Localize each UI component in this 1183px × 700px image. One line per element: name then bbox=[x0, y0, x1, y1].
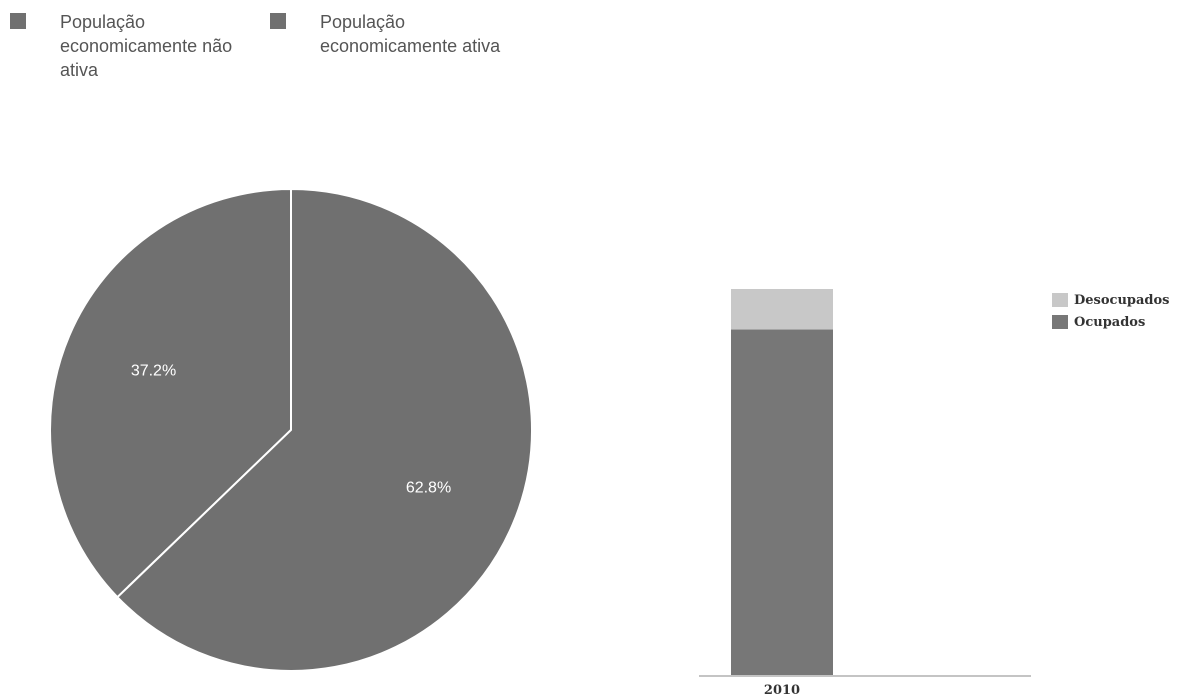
bar-legend-item-desocupados: Desocupados bbox=[1052, 289, 1170, 311]
bar-segment-desocupados bbox=[731, 289, 833, 330]
pie-legend-swatch-active bbox=[270, 13, 286, 29]
pie-slice-label-0: 37.2% bbox=[131, 363, 176, 380]
bar-legend-label-ocupados: Ocupados bbox=[1074, 314, 1146, 330]
pie-legend-item-active: População economicamente ativa bbox=[270, 10, 530, 82]
pie-legend-label-not-active: População economicamente não ativa bbox=[60, 12, 233, 80]
pie-legend-item-not-active: População economicamente não ativa bbox=[10, 10, 270, 82]
bar-legend: Desocupados Ocupados bbox=[1052, 289, 1170, 333]
stacked-bar-chart: 2010 bbox=[699, 289, 1031, 698]
pie-legend: População economicamente não ativa Popul… bbox=[10, 10, 530, 82]
pie-chart: 37.2% 62.8% bbox=[49, 187, 533, 672]
pie-slice-0 bbox=[49, 187, 292, 599]
bar-legend-swatch-desocupados bbox=[1052, 293, 1068, 307]
bar-legend-swatch-ocupados bbox=[1052, 315, 1068, 329]
bar-segment-ocupados bbox=[731, 329, 833, 675]
bar-legend-label-desocupados: Desocupados bbox=[1074, 292, 1170, 308]
pie-legend-swatch-not-active bbox=[10, 13, 26, 29]
bar-legend-item-ocupados: Ocupados bbox=[1052, 311, 1170, 333]
pie-slice-1 bbox=[115, 187, 533, 672]
pie-slice-label-1: 62.8% bbox=[406, 480, 451, 497]
pie-legend-label-active: População economicamente ativa bbox=[320, 12, 501, 56]
bar-category-label-0: 2010 bbox=[764, 683, 800, 698]
